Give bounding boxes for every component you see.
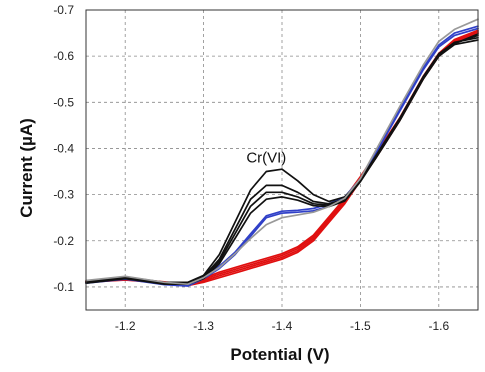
y-tick-labels: -0.1 -0.2 -0.3 -0.4 -0.5 -0.6 -0.7: [53, 3, 74, 294]
y-tick-label: -0.7: [53, 3, 74, 17]
plot-frame: [85, 9, 479, 311]
series-line-11: [85, 18, 479, 286]
y-tick-label: -0.6: [53, 49, 74, 63]
x-tick-label: -1.5: [350, 319, 371, 333]
series-group: [85, 18, 479, 287]
annotation-label: Cr(VI): [246, 149, 286, 166]
x-axis-title: Potential (V): [230, 345, 329, 364]
y-axis-title: Current (µA): [17, 118, 36, 218]
y-tick-label: -0.5: [53, 95, 74, 109]
x-tick-labels: -1.2 -1.3 -1.4 -1.5 -1.6: [115, 319, 450, 333]
y-tick-label: -0.4: [53, 141, 74, 155]
x-tick-label: -1.4: [272, 319, 293, 333]
annotations: Cr(VI): [246, 149, 286, 166]
y-tick-label: -0.2: [53, 234, 74, 248]
x-tick-label: -1.6: [428, 319, 449, 333]
y-tick-label: -0.3: [53, 188, 74, 202]
y-tick-label: -0.1: [53, 280, 74, 294]
x-tick-label: -1.2: [115, 319, 136, 333]
x-tick-label: -1.3: [193, 319, 214, 333]
